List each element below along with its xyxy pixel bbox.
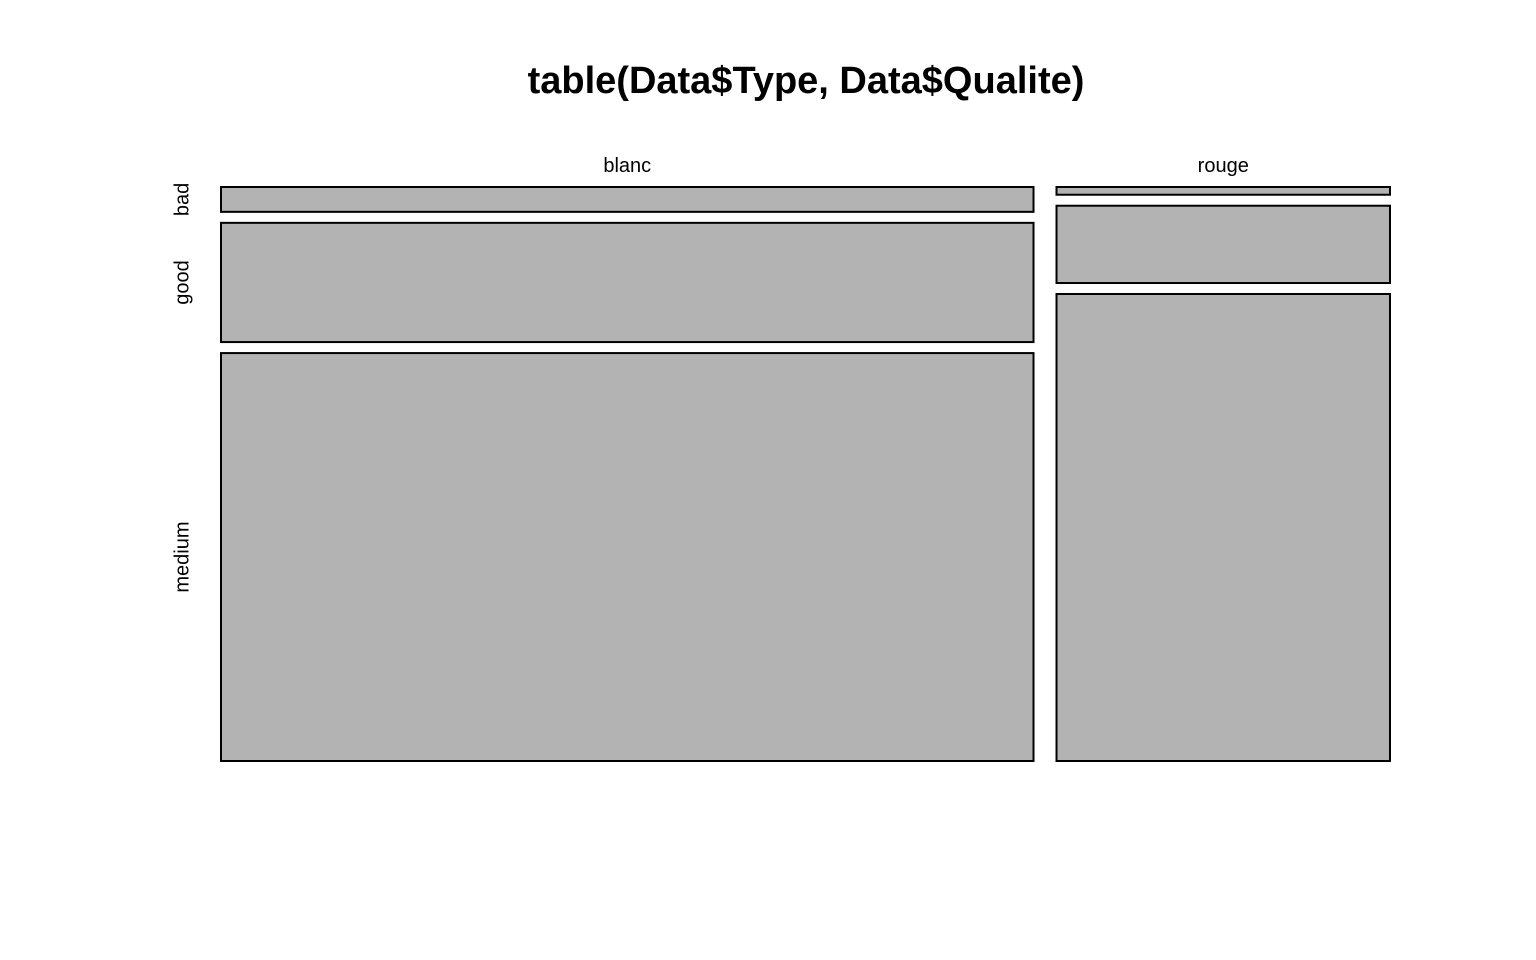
row-label-good: good xyxy=(171,260,193,305)
mosaic-tiles xyxy=(220,186,1392,762)
column-label-rouge: rouge xyxy=(1198,155,1249,177)
row-label-bad: bad xyxy=(171,183,193,216)
mosaic-tile-rouge-good xyxy=(1055,204,1392,285)
mosaic-tile-rouge-bad xyxy=(1055,186,1392,196)
row-label-medium: medium xyxy=(171,521,193,592)
mosaic-tile-blanc-medium xyxy=(220,352,1035,762)
mosaic-tile-blanc-bad xyxy=(220,186,1035,213)
column-label-blanc: blanc xyxy=(603,155,651,177)
mosaic-tile-rouge-medium xyxy=(1055,293,1392,762)
column-labels: blanc rouge xyxy=(603,155,1248,177)
mosaic-tile-blanc-good xyxy=(220,221,1035,344)
chart-title: table(Data$Type, Data$Qualite) xyxy=(528,60,1085,102)
row-labels: bad good medium xyxy=(171,183,193,593)
